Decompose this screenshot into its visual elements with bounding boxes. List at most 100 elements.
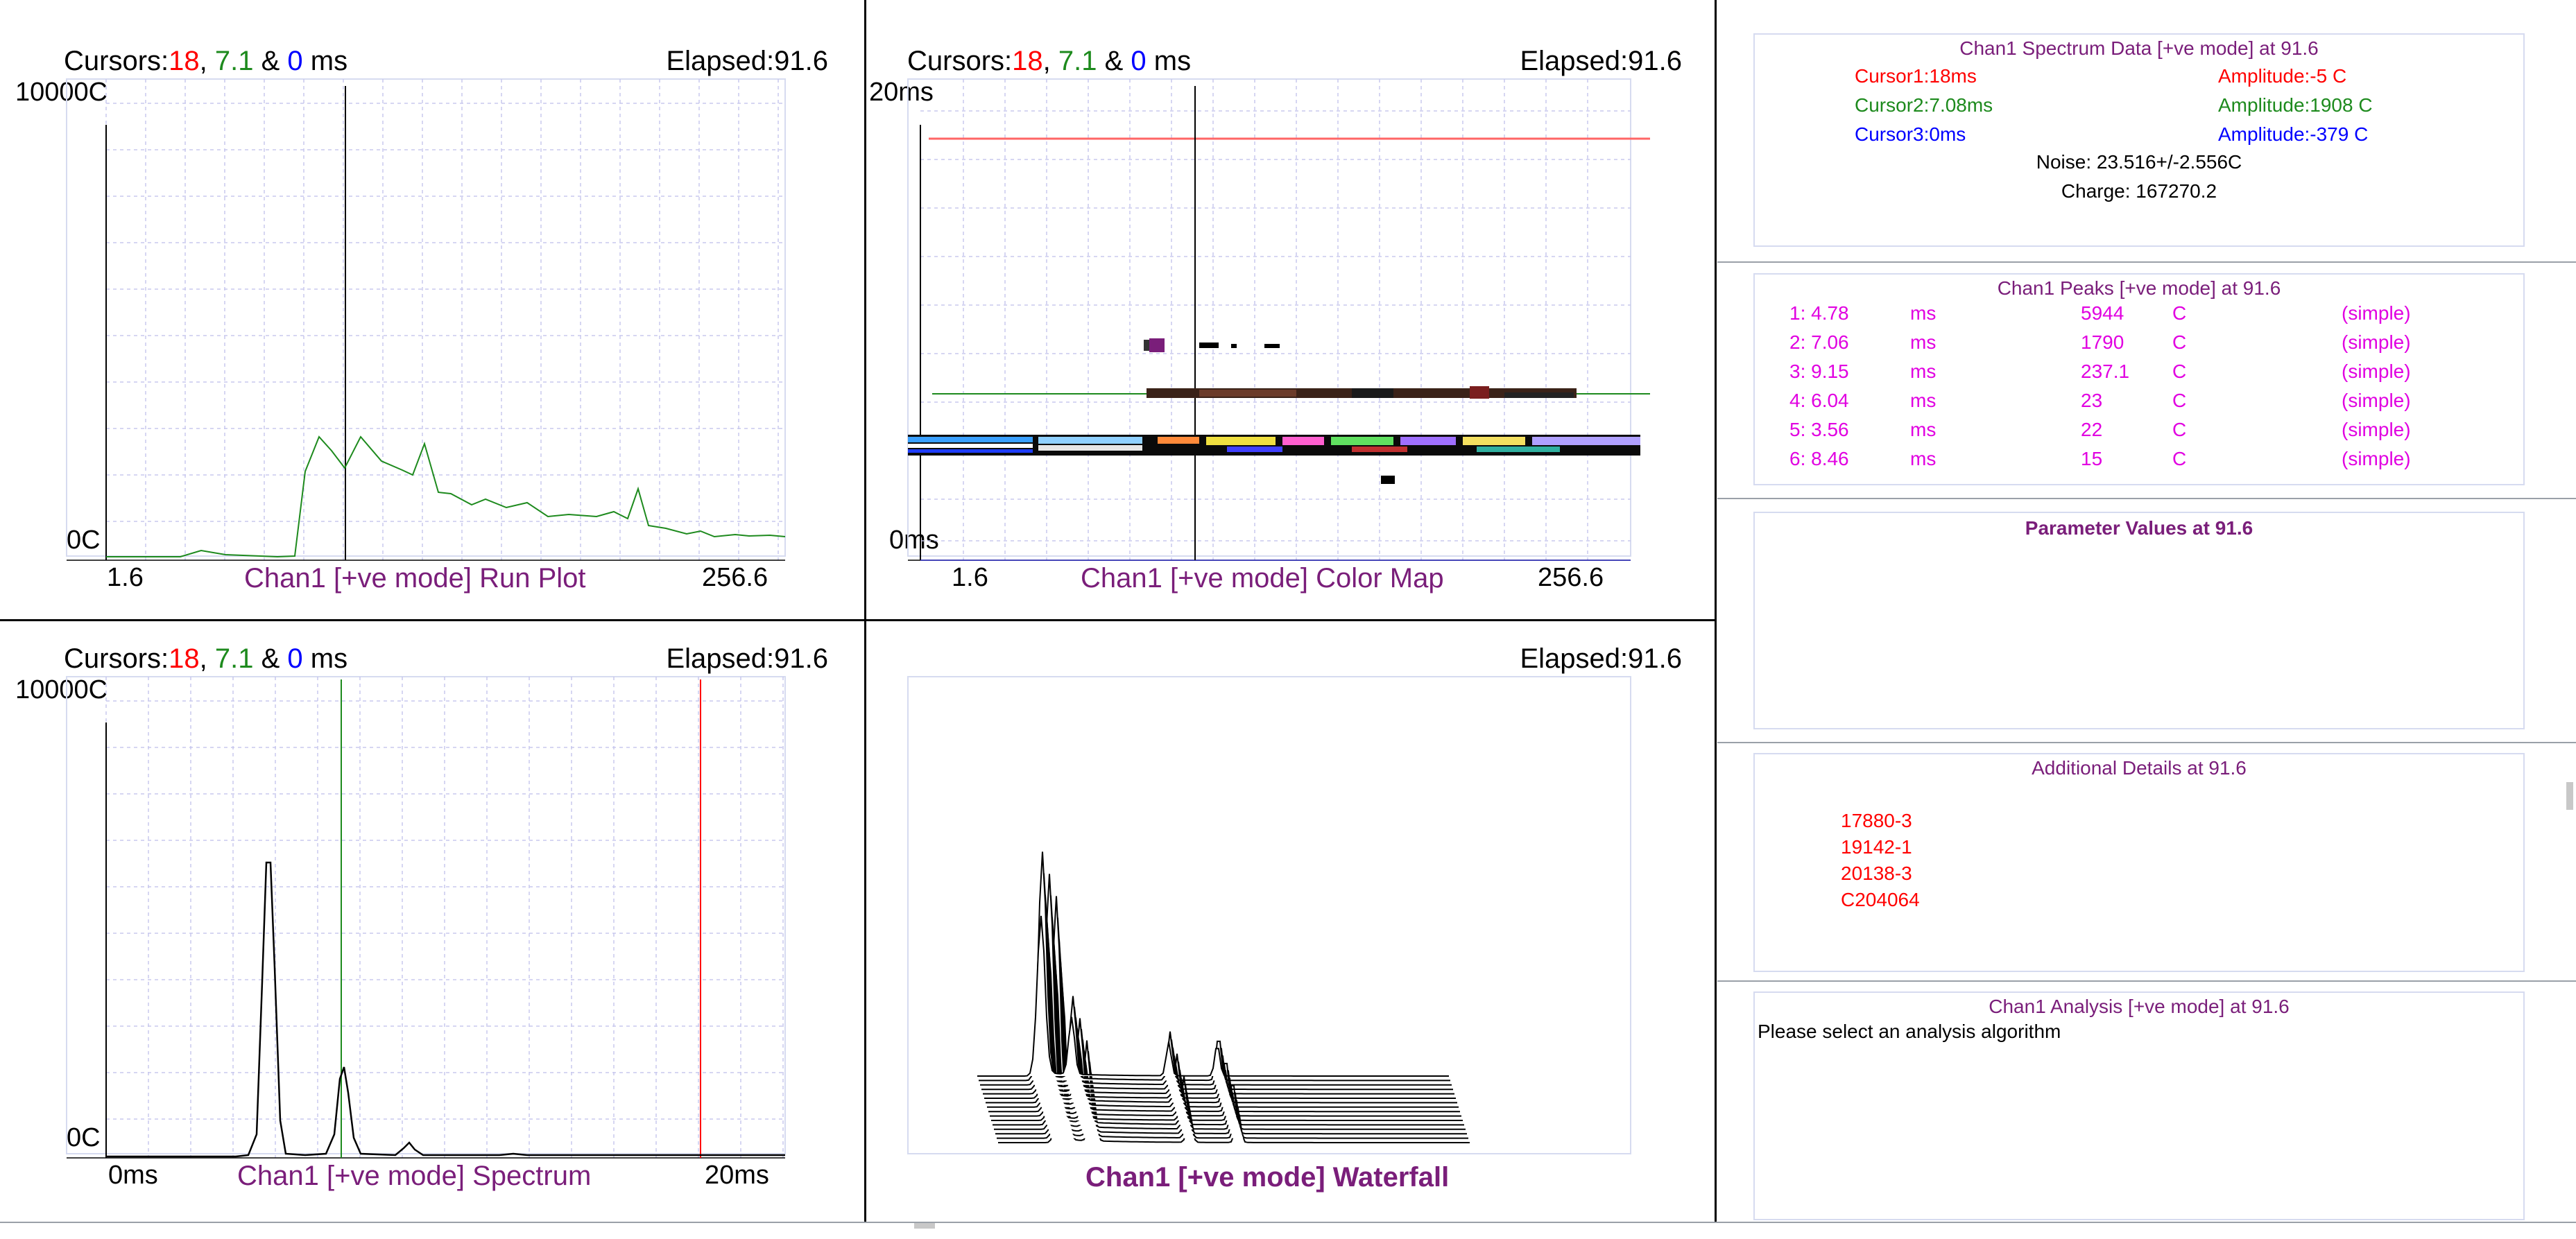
peak-index: 2: 7.06 [1789,331,1849,353]
color-map-xmin: 1.6 [952,563,988,592]
right-scroll-grip[interactable] [2566,782,2573,810]
color-map-xmax: 256.6 [1538,563,1604,592]
peak-method: (simple) [2342,448,2411,469]
sep: & [253,643,288,674]
sep: , [199,46,215,76]
detail-item: C204064 [1841,889,1920,910]
run-plot-ymax: 10000C [15,78,108,107]
peak-amplitude: 23 [2081,390,2103,411]
sep: & [253,46,288,76]
peak-amplitude: 5944 [2081,302,2124,324]
peak-amplitude: 1790 [2081,331,2124,353]
peak-method: (simple) [2342,390,2411,411]
peak-unit: ms [1910,361,1937,382]
peak-index: 4: 6.04 [1789,390,1849,411]
cursor3-value: 0 [1131,46,1147,76]
run-plot-series [106,435,786,558]
divider-h-middle [0,619,1717,621]
color-map-title: Chan1 [+ve mode] Color Map [1081,563,1444,593]
detail-item: 19142-1 [1841,836,1912,858]
cursor-unit: ms [302,46,348,76]
peak-amp-unit: C [2172,448,2187,469]
peak-unit: ms [1910,390,1937,411]
run-plot-chart[interactable] [0,0,864,619]
peak-index: 6: 8.46 [1789,448,1849,469]
cursor-unit: ms [1146,46,1192,76]
run-plot-xmin: 1.6 [107,563,144,592]
run-plot-pane[interactable]: Cursors:18, 7.1 & 0 ms Elapsed:91.6 1000… [0,0,864,619]
spectrum-chart[interactable] [0,621,864,1222]
sep: & [1097,46,1131,76]
sep: , [1042,46,1058,76]
grid [105,79,785,560]
run-plot-ymin: 0C [67,526,101,555]
cursors-label: Cursors: [64,46,169,76]
color-map-chart[interactable] [866,0,1715,619]
peak-row: 4: 6.04 ms 23 C (simple) [1755,390,2525,419]
spectrum-pane[interactable]: Cursors:18, 7.1 & 0 ms Elapsed:91.6 1000… [0,621,864,1222]
cursors-label: Cursors: [64,643,169,674]
spectrum-xmax: 20ms [705,1161,769,1190]
peak-amplitude: 22 [2081,419,2103,440]
divider-bottom [0,1222,2576,1223]
parameters-panel: Parameter Values at 91.6 [1753,512,2525,729]
run-plot-cursors-readout: Cursors:18, 7.1 & 0 ms [64,46,347,77]
analysis-title: Chan1 Analysis [+ve mode] at 91.6 [1989,996,2290,1017]
divider-v-right [1715,0,1717,1223]
cursors-label: Cursors: [907,46,1013,76]
analysis-panel: Chan1 Analysis [+ve mode] at 91.6 Please… [1753,991,2525,1220]
peak-amp-unit: C [2172,390,2187,411]
peak-index: 3: 9.15 [1789,361,1849,382]
panel-separator [1717,498,2576,499]
peak-amp-unit: C [2172,302,2187,324]
cursor1-amplitude: Amplitude:-5 C [2218,65,2347,87]
noise-value: Noise: 23.516+/-2.556C [2036,151,2242,173]
detail-item: 20138-3 [1841,863,1912,884]
peak-unit: ms [1910,302,1937,324]
peak-method: (simple) [2342,419,2411,440]
spectrum-ymin: 0C [67,1123,101,1152]
spectrum-title: Chan1 [+ve mode] Spectrum [237,1161,592,1191]
sep: , [199,643,215,674]
bottom-scroll-grip[interactable] [914,1223,935,1229]
cursor1-value: 18 [1012,46,1043,76]
cursor2-time: Cursor2:7.08ms [1855,94,1993,116]
color-map-ymax: 20ms [869,78,934,107]
panel-separator [1717,980,2576,982]
cursor-unit: ms [302,643,348,674]
cursor2-amplitude: Amplitude:1908 C [2218,94,2373,116]
run-plot-title: Chan1 [+ve mode] Run Plot [244,563,586,593]
panel-separator [1717,742,2576,743]
cursor3-time: Cursor3:0ms [1855,123,1966,145]
spectrum-cursors-readout: Cursors:18, 7.1 & 0 ms [64,643,347,675]
details-panel: Additional Details at 91.6 17880-3 19142… [1753,753,2525,972]
cursor1-value: 18 [169,643,200,674]
waterfall-chart[interactable] [866,621,1715,1222]
run-plot-elapsed: Elapsed:91.6 [666,46,828,76]
run-plot-xmax: 256.6 [702,563,768,592]
spectrum-elapsed: Elapsed:91.6 [666,643,828,674]
plot-frame [907,676,1631,1154]
peak-amp-unit: C [2172,419,2187,440]
waterfall-pane[interactable]: Elapsed:91.6 Chan1 [+ve mode] Waterfall [866,621,1715,1222]
cursor3-amplitude: Amplitude:-379 C [2218,123,2369,145]
peak-row: 1: 4.78 ms 5944 C (simple) [1755,302,2525,331]
peak-amp-unit: C [2172,361,2187,382]
peak-row: 6: 8.46 ms 15 C (simple) [1755,448,2525,477]
divider-v-left [864,0,866,1223]
peak-method: (simple) [2342,302,2411,324]
details-title: Additional Details at 91.6 [2032,757,2247,779]
cursor2-value: 7.1 [214,643,254,674]
peak-row: 3: 9.15 ms 237.1 C (simple) [1755,361,2525,390]
cursor2-value: 7.1 [214,46,254,76]
color-map-pane[interactable]: Cursors:18, 7.1 & 0 ms Elapsed:91.6 20ms… [866,0,1715,619]
color-map-ymin: 0ms [889,526,939,555]
peak-index: 1: 4.78 [1789,302,1849,324]
waterfall-traces [977,851,1470,1143]
waterfall-title: Chan1 [+ve mode] Waterfall [1085,1162,1450,1193]
charge-value: Charge: 167270.2 [2061,180,2217,202]
analysis-message: Please select an analysis algorithm [1758,1021,2061,1042]
panel-separator [1717,261,2576,263]
peak-row: 5: 3.56 ms 22 C (simple) [1755,419,2525,448]
cursor1-value: 18 [169,46,200,76]
